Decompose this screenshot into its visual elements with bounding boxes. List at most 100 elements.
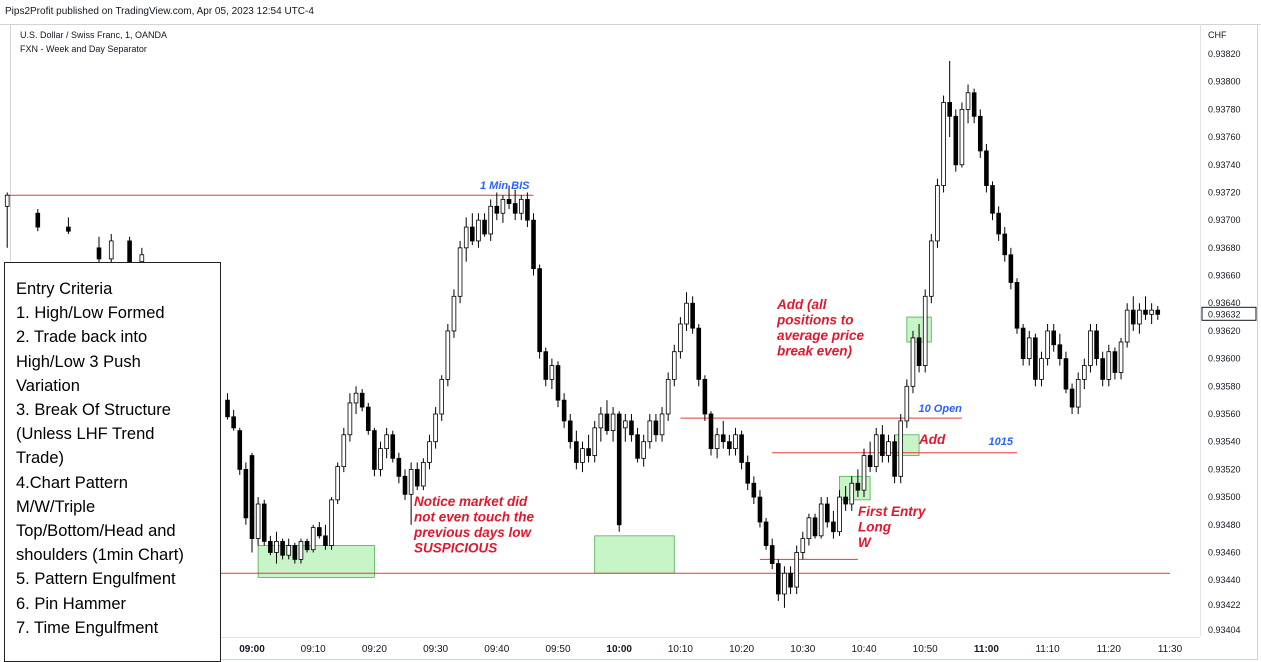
candle-bull <box>500 198 506 214</box>
candle-bear <box>561 399 567 422</box>
candle-bull <box>861 455 867 491</box>
annotation-text: not even touch the <box>414 510 534 525</box>
candle-bear <box>1130 309 1136 325</box>
candle-bull <box>641 441 646 459</box>
time-tick-label: 10:40 <box>851 644 876 655</box>
candle-bear <box>567 420 573 443</box>
publisher-text: Pips2Profit published on TradingView.com… <box>5 6 314 17</box>
price-tick-label: 0.93640 <box>1208 298 1241 308</box>
time-tick-label: 09:40 <box>484 644 509 655</box>
candle-bear <box>953 115 959 166</box>
candle-bear <box>690 302 695 329</box>
entry-criteria-line: Variation <box>16 376 80 395</box>
candle-bull <box>1075 378 1081 408</box>
candle-bull <box>518 198 524 214</box>
annotation-text: positions to <box>776 313 854 328</box>
candle-bull <box>684 302 689 325</box>
candle-bear <box>390 434 396 459</box>
candle-bear <box>855 482 861 491</box>
highlight-zone <box>594 535 675 574</box>
candle-bear <box>261 503 267 542</box>
candle-bull <box>665 378 671 415</box>
candle-bear <box>769 545 775 564</box>
candle-bull <box>935 185 940 242</box>
candle-bull <box>623 420 628 429</box>
candle-bear <box>1094 330 1099 360</box>
candle-bear <box>990 185 995 214</box>
candle-bear <box>996 212 1001 235</box>
candle-bull <box>873 434 879 468</box>
candle-bull <box>108 240 114 260</box>
candle-bear <box>1033 337 1038 380</box>
candle-bear <box>1002 233 1008 256</box>
candle-bull <box>886 441 891 456</box>
candle-bear <box>916 337 922 366</box>
candle-bear <box>745 462 751 484</box>
candle-bear <box>843 496 848 505</box>
candle-bear <box>525 198 530 221</box>
price-tick-label: 0.93800 <box>1208 77 1241 87</box>
candle-bear <box>317 527 322 537</box>
candle-bear <box>757 496 763 523</box>
candle-bear <box>1051 330 1057 346</box>
candle-bull <box>335 466 340 501</box>
entry-criteria-line: Trade) <box>16 449 64 468</box>
symbol-legend[interactable]: U.S. Dollar / Swiss Franc, 1, OANDA <box>20 30 168 40</box>
candle-bull <box>427 441 432 463</box>
price-axis-separator <box>1200 24 1201 636</box>
candle-bull <box>610 413 616 432</box>
level-label: 10 Open <box>919 403 963 415</box>
candle-bear <box>708 413 714 450</box>
candle-bull <box>659 413 665 436</box>
candle-bear <box>574 441 579 463</box>
candle-bear <box>812 517 818 537</box>
candle-bull <box>714 434 720 450</box>
candle-bear <box>249 455 255 540</box>
candle-bull <box>139 254 145 263</box>
candle-bull <box>329 499 334 546</box>
candle-bear <box>1155 309 1161 315</box>
candle-bear <box>1069 388 1075 408</box>
candle-bear <box>506 198 512 204</box>
candle-bear <box>268 540 273 553</box>
candle-bear <box>947 102 952 117</box>
annotation-text: break even) <box>777 344 853 359</box>
candle-bull <box>4 194 10 207</box>
candle-bear <box>359 392 365 408</box>
price-tick-label: 0.93440 <box>1208 575 1241 585</box>
candle-bear <box>470 226 475 242</box>
annotation-text: average price <box>777 328 865 343</box>
candle-bear <box>984 150 989 186</box>
candle-bull <box>959 108 965 166</box>
candle-bear <box>702 378 708 415</box>
time-tick-label: 10:50 <box>913 644 938 655</box>
price-tick-label: 0.93660 <box>1208 271 1241 281</box>
price-tick-label: 0.93520 <box>1208 464 1241 474</box>
candle-bull <box>378 448 383 470</box>
indicator-legend[interactable]: FXN - Week and Day Separator <box>20 44 147 54</box>
entry-criteria-line: M/W/Triple <box>16 497 96 516</box>
candle-bear <box>237 430 243 470</box>
entry-criteria-line: 7. Time Engulfment <box>16 618 159 637</box>
price-tick-label: 0.93700 <box>1208 215 1241 225</box>
annotation-text: Long <box>858 520 892 535</box>
entry-criteria-line: 4.Chart Pattern <box>16 473 128 492</box>
publisher-header: Pips2Profit published on TradingView.com… <box>0 0 1261 25</box>
entry-criteria-line: 6. Pin Hammer <box>16 594 127 613</box>
price-tick-label: 0.93780 <box>1208 104 1241 114</box>
candle-bear <box>604 413 610 432</box>
candle-bull <box>849 482 855 505</box>
entry-criteria-title: Entry Criteria <box>16 280 113 298</box>
candle-bear <box>977 115 983 152</box>
candle-bear <box>1008 254 1014 283</box>
candle-bull <box>580 448 585 463</box>
candle-bull <box>910 337 916 387</box>
price-tick-label: 0.93460 <box>1208 547 1241 557</box>
candle-bear <box>971 92 977 117</box>
time-tick-label: 11:00 <box>974 644 999 655</box>
candle-bull <box>806 517 812 540</box>
candle-bull <box>800 538 806 553</box>
candle-bear <box>365 406 371 432</box>
entry-criteria-line: 2. Trade back into <box>16 328 148 347</box>
